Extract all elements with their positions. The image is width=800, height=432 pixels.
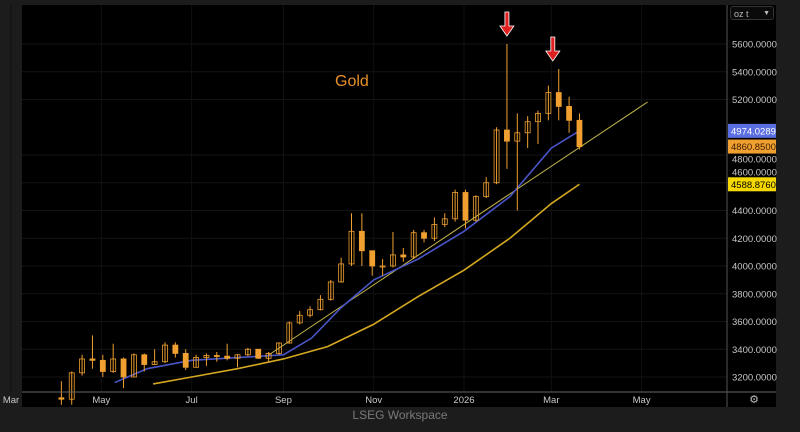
candle-body [213, 355, 220, 357]
candle-body [182, 353, 189, 368]
candle-body [265, 353, 272, 359]
candle-body [441, 218, 448, 225]
x-tick-label: May [633, 395, 651, 406]
candle-body [286, 322, 293, 344]
candle-body [79, 358, 85, 374]
candle-body [338, 263, 345, 283]
candle-body [234, 354, 241, 359]
y-tick-label: 4400.0000 [732, 206, 777, 217]
candle-body [431, 223, 438, 239]
candle-body [162, 344, 168, 363]
x-tick-label: 2026 [453, 395, 474, 406]
footer-brand: LSEG Workspace [352, 408, 448, 422]
candle-body [203, 355, 210, 358]
y-tick-label: 4600.0000 [732, 167, 777, 178]
unit-value: oz t [734, 9, 749, 19]
y-tick-label: 5600.0000 [732, 40, 777, 51]
y-tick-label: 5200.0000 [732, 95, 777, 106]
candle-body [514, 132, 521, 142]
x-tick-label: May [92, 395, 110, 406]
candle-body [555, 92, 562, 107]
x-tick-label: Mar [543, 395, 559, 406]
gear-icon[interactable]: ⚙ [749, 394, 759, 406]
plot-background [22, 5, 776, 407]
x-tick-label: Mar [3, 395, 19, 406]
candle-body [120, 358, 127, 378]
moving-average-long-line [153, 183, 580, 385]
candle-body [89, 358, 96, 361]
price-label: 4974.0289 [731, 126, 776, 137]
down-arrow-icon [545, 36, 561, 62]
y-tick-label: 3400.0000 [732, 345, 777, 356]
candle-body [493, 129, 500, 184]
price-label: 4588.8760 [731, 180, 776, 191]
price-label-bg [728, 139, 776, 154]
candle-body [524, 121, 531, 134]
y-tick-label: 4200.0000 [732, 234, 777, 245]
candle-body [452, 192, 459, 220]
moving-average-short-line [114, 130, 580, 384]
candle-body [483, 182, 490, 198]
y-tick-label: 3600.0000 [732, 317, 777, 328]
candle-body [255, 348, 262, 359]
unit-selector[interactable]: oz t ▼ [730, 6, 774, 20]
candle-body [566, 106, 572, 121]
candle-body [348, 230, 355, 265]
chevron-down-icon: ▼ [763, 10, 770, 17]
candle-body [68, 372, 75, 400]
candle-body [545, 92, 552, 114]
candle-body [307, 309, 313, 316]
y-tick-label: 4000.0000 [732, 262, 777, 273]
candle-body [462, 192, 469, 221]
price-label-bg [728, 177, 776, 192]
candle-body [576, 119, 583, 148]
trendline [265, 101, 648, 358]
candle-body [535, 112, 541, 123]
down-arrow-icon [499, 11, 515, 37]
candle-body [504, 129, 510, 142]
candle-body [151, 361, 158, 365]
y-tick-label: 5400.0000 [732, 67, 777, 78]
y-tick-label: 3200.0000 [732, 373, 777, 384]
candle-body [110, 358, 117, 372]
candle-body [379, 265, 386, 268]
candle-body [390, 254, 396, 267]
candle-body [400, 254, 407, 258]
candle-body [421, 232, 427, 239]
candle-body [327, 281, 334, 300]
candle-body [358, 230, 365, 252]
candle-body [244, 348, 251, 356]
candle-body [141, 354, 148, 365]
x-tick-label: Sep [275, 395, 292, 406]
candle-body [369, 250, 376, 267]
chart-title: Gold [335, 73, 369, 90]
x-tick-label: Nov [365, 395, 382, 406]
price-label: 4860.8500 [731, 142, 776, 153]
candle-body [193, 357, 199, 368]
candle-body [224, 355, 231, 359]
candle-body [410, 232, 417, 258]
candle-body [472, 196, 479, 221]
candle-body [172, 344, 179, 354]
x-tick-label: Jul [186, 395, 198, 406]
candle-body [296, 314, 303, 324]
candle-body [99, 359, 106, 372]
price-label-bg [728, 123, 776, 138]
candle-body [276, 342, 282, 354]
y-tick-label: 4800.0000 [732, 155, 777, 166]
y-tick-label: 3800.0000 [732, 289, 777, 300]
candle-body [131, 354, 137, 378]
candle-body [58, 397, 65, 400]
candle-body [317, 298, 324, 311]
